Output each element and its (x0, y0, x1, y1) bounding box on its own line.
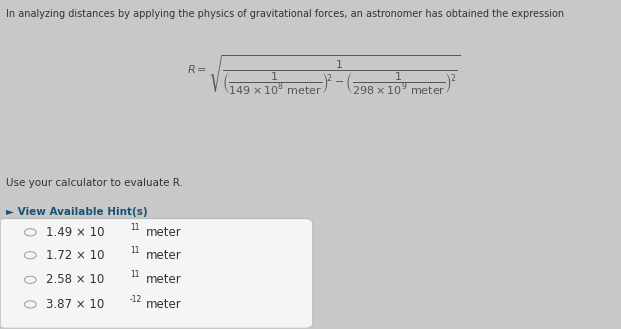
Text: $R = \sqrt{\dfrac{1}{\left(\dfrac{1}{149\times10^{8}\ \mathsf{meter}}\right)^{\!: $R = \sqrt{\dfrac{1}{\left(\dfrac{1}{149… (187, 53, 460, 97)
Text: 1.49 × 10: 1.49 × 10 (47, 226, 105, 239)
Text: meter: meter (146, 298, 182, 311)
Text: 3.87 × 10: 3.87 × 10 (47, 298, 105, 311)
Text: 2.58 × 10: 2.58 × 10 (47, 273, 105, 286)
Text: meter: meter (146, 226, 182, 239)
Text: In analyzing distances by applying the physics of gravitational forces, an astro: In analyzing distances by applying the p… (6, 9, 564, 19)
Text: 1.72 × 10: 1.72 × 10 (47, 249, 105, 262)
Text: meter: meter (146, 273, 182, 286)
Text: Use your calculator to evaluate R.: Use your calculator to evaluate R. (6, 178, 183, 188)
FancyBboxPatch shape (0, 218, 313, 328)
Text: -12: -12 (130, 295, 142, 304)
Text: 11: 11 (130, 223, 139, 232)
Text: 11: 11 (130, 246, 139, 255)
Text: meter: meter (146, 249, 182, 262)
Text: ► View Available Hint(s): ► View Available Hint(s) (6, 207, 148, 217)
Text: 11: 11 (130, 270, 139, 279)
